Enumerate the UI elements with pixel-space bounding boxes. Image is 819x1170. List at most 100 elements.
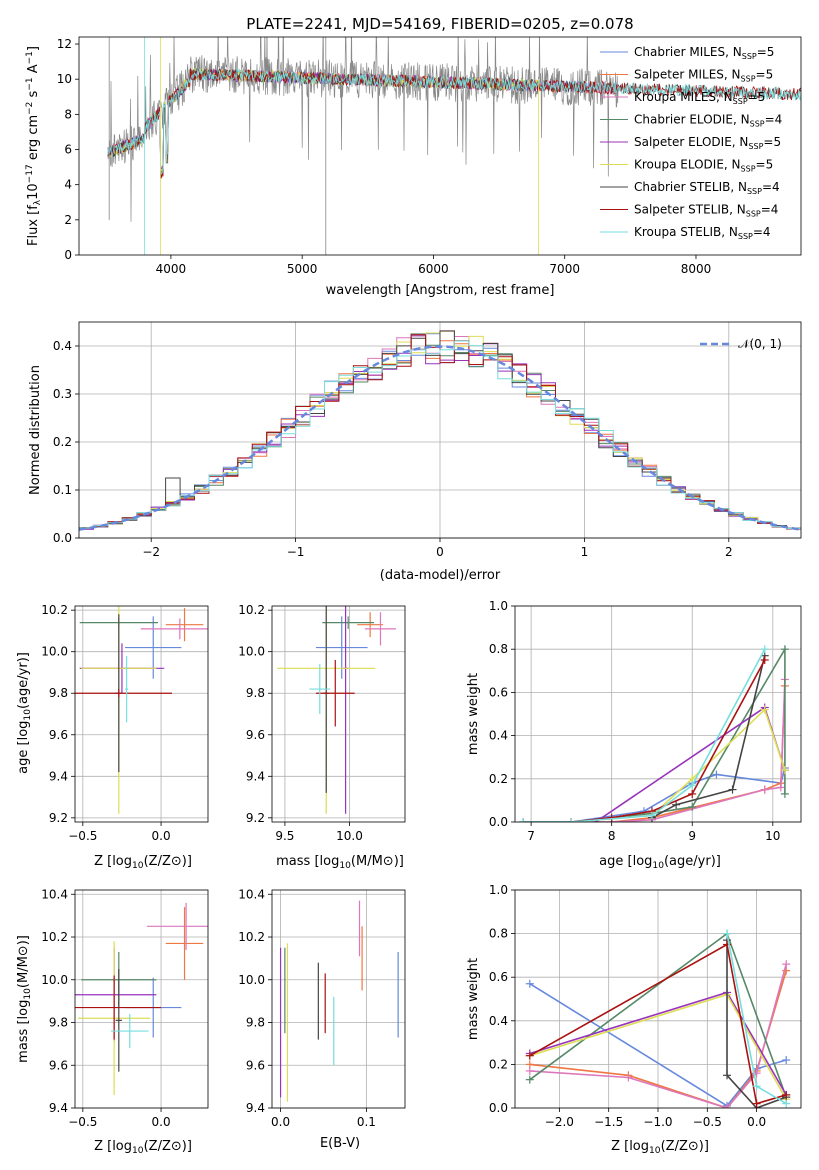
tick-label-x: 4000 bbox=[156, 262, 187, 276]
tick-label-y: 10.2 bbox=[238, 930, 265, 944]
tick-label-y: 9.4 bbox=[49, 769, 68, 783]
tick-label-x: 7000 bbox=[549, 262, 580, 276]
x-axis-label: Z [log10(Z/Z⊙)] bbox=[94, 854, 192, 871]
tick-label-x: 0.0 bbox=[747, 1115, 766, 1129]
residual-histogram bbox=[79, 340, 801, 529]
x-axis-label: age [log10(age/yr)] bbox=[599, 854, 721, 871]
chart-title: PLATE=2241, MJD=54169, FIBERID=0205, z=0… bbox=[246, 15, 633, 33]
x-axis-label: Z [log10(Z/Z⊙)] bbox=[611, 1139, 709, 1156]
axes-mass-vs-Z: −0.5 0.0 9.4 9.6 9.8 10.0 10.2 10.4 bbox=[41, 887, 209, 1129]
tick-label-y: 1.0 bbox=[489, 883, 508, 897]
tick-label-x: −1.0 bbox=[643, 1115, 672, 1129]
tick-label-y: 10.0 bbox=[41, 973, 68, 987]
tick-label-x: 0 bbox=[436, 545, 444, 559]
axes-frame bbox=[74, 605, 209, 823]
mass-weight-line bbox=[571, 679, 786, 822]
tick-label-y: 9.6 bbox=[49, 1058, 68, 1072]
tick-label-x: 2 bbox=[725, 545, 733, 559]
tick-label-y: 0.4 bbox=[489, 729, 508, 743]
legend-label: Kroupa STELIB, NSSP=4 bbox=[634, 225, 771, 241]
legend-label: Chabrier MILES, NSSP=5 bbox=[634, 45, 774, 61]
mass-weight-line bbox=[651, 655, 766, 819]
tick-label-y: 0.8 bbox=[489, 927, 508, 941]
tick-label-y: 10.2 bbox=[41, 603, 68, 617]
tick-label-x: 10.0 bbox=[336, 829, 363, 843]
tick-label-x: 5000 bbox=[287, 262, 318, 276]
tick-label-y: 9.8 bbox=[246, 1016, 265, 1030]
tick-label-y: 0.6 bbox=[489, 970, 508, 984]
tick-label-y: 9.2 bbox=[246, 811, 265, 825]
tick-label-y: 0.4 bbox=[53, 339, 72, 353]
legend: Chabrier MILES, NSSP=5 Salpeter MILES, NS… bbox=[600, 45, 782, 241]
tick-label-y: 0.0 bbox=[53, 531, 72, 545]
tick-label-x: −2.0 bbox=[545, 1115, 574, 1129]
tick-label-y: 10.4 bbox=[41, 887, 68, 901]
tick-label-y: 8 bbox=[64, 107, 72, 121]
tick-label-x: 8 bbox=[608, 829, 616, 843]
tick-label-x: 0.1 bbox=[357, 1115, 376, 1129]
tick-label-y: 0.2 bbox=[489, 1057, 508, 1071]
plot-area-massweight-vs-Z bbox=[525, 929, 791, 1108]
residual-histogram bbox=[79, 334, 801, 530]
x-axis-label: mass [log10(M/M⊙)] bbox=[276, 854, 404, 871]
tick-label-y: 6 bbox=[64, 143, 72, 157]
axes-frame bbox=[74, 889, 209, 1109]
tick-label-x: 0.0 bbox=[152, 1115, 171, 1129]
tick-label-y: 10.0 bbox=[238, 973, 265, 987]
tick-label-y: 0.0 bbox=[489, 815, 508, 829]
tick-label-y: 1.0 bbox=[489, 599, 508, 613]
legend-label: Salpeter STELIB, NSSP=4 bbox=[634, 203, 778, 219]
axes-frame bbox=[78, 321, 802, 539]
axes-frame bbox=[271, 605, 406, 823]
plot-area-mass-vs-ebv bbox=[279, 900, 399, 1102]
tick-label-x: 10 bbox=[765, 829, 780, 843]
tick-label-y: 0.2 bbox=[489, 772, 508, 786]
gaussian-curve bbox=[79, 345, 801, 531]
tick-label-y: 9.8 bbox=[49, 1016, 68, 1030]
axes-spectrum: 4000 5000 6000 7000 8000 0 2 4 6 8 10 12 bbox=[57, 36, 802, 276]
plot-area-age-vs-Z bbox=[75, 606, 208, 814]
tick-label-x: 9.5 bbox=[275, 829, 294, 843]
legend-label: Chabrier STELIB, NSSP=4 bbox=[634, 180, 780, 196]
mass-weight-line bbox=[523, 646, 786, 822]
tick-label-x: 8000 bbox=[681, 262, 712, 276]
legend-label: Chabrier ELODIE, NSSP=4 bbox=[634, 113, 782, 129]
tick-label-y: 0.0 bbox=[489, 1101, 508, 1115]
data-spectrum bbox=[107, 37, 619, 222]
tick-label-y: 0.2 bbox=[53, 435, 72, 449]
tick-label-y: 10.0 bbox=[41, 645, 68, 659]
plot-area-age-vs-mass bbox=[277, 606, 396, 814]
tick-label-y: 9.2 bbox=[49, 811, 68, 825]
plot-area-massweight-vs-age bbox=[519, 645, 789, 822]
mass-weight-line bbox=[726, 940, 787, 1108]
tick-label-y: 0.1 bbox=[53, 483, 72, 497]
tick-label-y: 2 bbox=[64, 213, 72, 227]
tick-label-x: −1.5 bbox=[594, 1115, 623, 1129]
tick-label-y: 0 bbox=[64, 248, 72, 262]
tick-label-x: 0.0 bbox=[152, 829, 171, 843]
mass-weight-line bbox=[529, 943, 787, 1105]
tick-label-y: 10 bbox=[57, 72, 72, 86]
y-axis-label: mass weight bbox=[466, 673, 481, 755]
tick-label-x: −0.5 bbox=[68, 829, 97, 843]
axes-frame bbox=[514, 605, 802, 823]
tick-label-y: 9.4 bbox=[246, 1101, 265, 1115]
tick-label-x: −2 bbox=[142, 545, 160, 559]
axes-frame bbox=[514, 889, 802, 1109]
axes-age-vs-Z: −0.5 0.0 9.2 9.4 9.6 9.8 10.0 10.2 bbox=[41, 603, 209, 843]
tick-label-y: 0.3 bbox=[53, 387, 72, 401]
tick-label-x: 6000 bbox=[418, 262, 449, 276]
y-axis-label: age [log10(age/yr)] bbox=[16, 652, 33, 774]
x-axis-label: E(B-V) bbox=[320, 1136, 360, 1151]
tick-label-y: 9.8 bbox=[49, 686, 68, 700]
legend-label: Salpeter MILES, NSSP=5 bbox=[634, 68, 773, 84]
tick-label-y: 9.6 bbox=[246, 1058, 265, 1072]
axes-massweight-vs-age: 7 8 9 10 0.0 0.2 0.4 0.6 0.8 1.0 bbox=[489, 599, 802, 843]
tick-label-y: 12 bbox=[57, 37, 72, 51]
tick-label-y: 9.8 bbox=[246, 686, 265, 700]
y-axis-label: Normed distribution bbox=[28, 365, 43, 495]
tick-label-y: 10.2 bbox=[41, 930, 68, 944]
x-axis-label: Z [log10(Z/Z⊙)] bbox=[94, 1139, 192, 1156]
mass-weight-line bbox=[595, 706, 786, 822]
legend-label: Salpeter ELODIE, NSSP=5 bbox=[634, 135, 781, 151]
